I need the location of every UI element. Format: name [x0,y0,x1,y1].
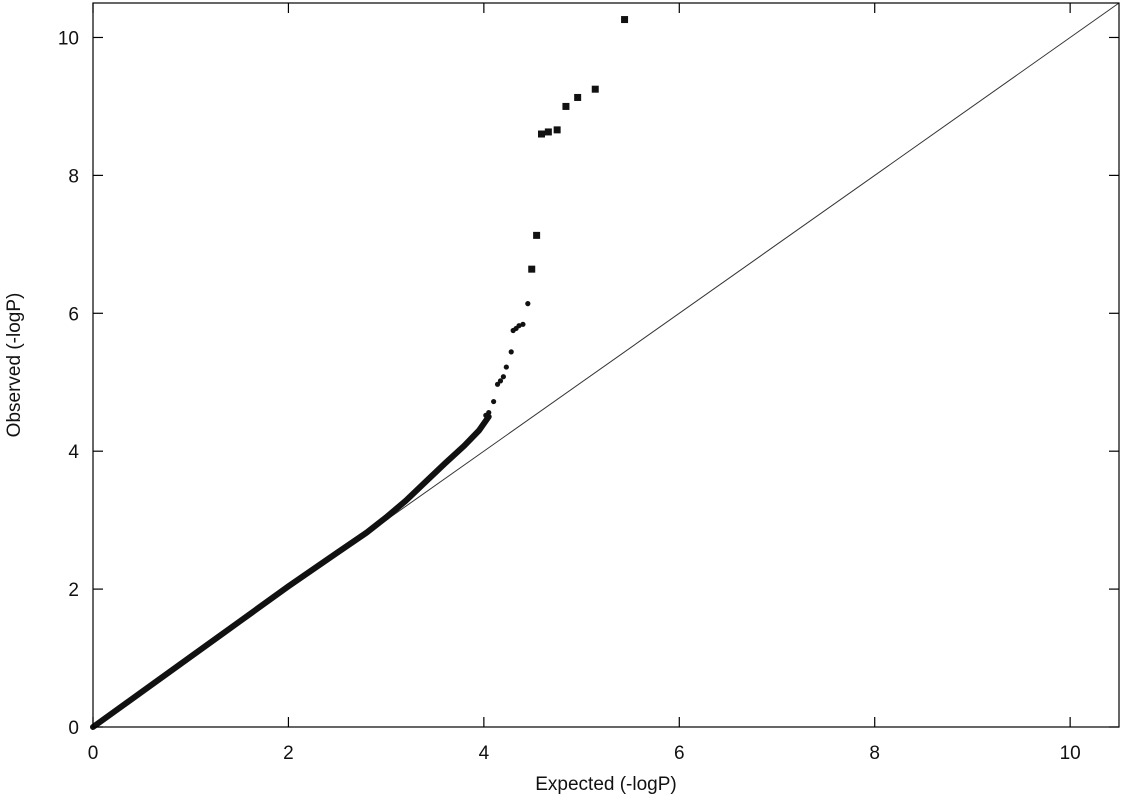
y-tick-label: 8 [68,166,79,187]
data-point-square [553,126,561,134]
data-point [508,349,514,355]
data-point [494,381,501,387]
data-point [503,364,509,370]
x-tick-label: 4 [479,743,490,764]
x-tick-label: 0 [88,743,99,764]
x-tick-label: 2 [283,743,294,764]
data-point [520,321,526,327]
data-point [486,409,492,416]
dense-points-band [90,413,492,730]
data-point [516,323,522,329]
data-points [483,16,629,418]
data-point-square [574,93,582,101]
data-point [525,301,531,307]
x-tick-label: 8 [869,743,880,764]
data-point [497,378,504,384]
data-point-square [621,16,629,24]
y-axis-label: Observed (-logP) [4,293,25,438]
plot-frame [92,2,1120,728]
data-point-square [591,85,599,93]
data-point-square [538,130,546,138]
data-point-square [544,128,552,136]
x-tick-label: 6 [674,743,685,764]
y-tick-label: 4 [68,442,79,463]
y-tick-label: 0 [68,718,79,739]
data-point-square [562,102,570,110]
y-tick-label: 10 [58,28,79,49]
data-point-square [533,231,541,239]
axis-ticks: 0 2 4 6 8 10 0 2 4 6 8 10 [58,3,1119,764]
y-tick-label: 6 [68,304,79,325]
data-point [491,398,497,405]
x-axis-label: Expected (-logP) [535,774,677,795]
data-point-square [528,265,536,273]
y-tick-label: 2 [68,580,79,601]
x-tick-label: 10 [1060,743,1081,764]
dense-point-band [90,413,492,730]
data-point [500,374,506,380]
